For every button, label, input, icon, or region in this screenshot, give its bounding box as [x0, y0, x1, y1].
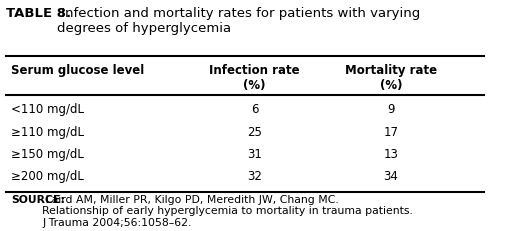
Text: <110 mg/dL: <110 mg/dL	[11, 103, 84, 116]
Text: 6: 6	[250, 103, 258, 116]
Text: 31: 31	[247, 148, 262, 161]
Text: Serum glucose level: Serum glucose level	[11, 64, 144, 77]
Text: 34: 34	[383, 170, 397, 183]
Text: ≥150 mg/dL: ≥150 mg/dL	[11, 148, 84, 161]
Text: Mortality rate
(%): Mortality rate (%)	[344, 64, 436, 92]
Text: Infection and mortality rates for patients with varying
degrees of hyperglycemia: Infection and mortality rates for patien…	[57, 6, 420, 35]
Text: Laird AM, Miller PR, Kilgo PD, Meredith JW, Chang MC.
Relationship of early hype: Laird AM, Miller PR, Kilgo PD, Meredith …	[42, 195, 413, 228]
Text: Infection rate
(%): Infection rate (%)	[209, 64, 299, 92]
Text: TABLE 8.: TABLE 8.	[6, 6, 71, 20]
Text: 17: 17	[383, 126, 398, 139]
Text: SOURCE:: SOURCE:	[11, 195, 65, 205]
Text: ≥110 mg/dL: ≥110 mg/dL	[11, 126, 84, 139]
Text: 9: 9	[386, 103, 394, 116]
Text: ≥200 mg/dL: ≥200 mg/dL	[11, 170, 84, 183]
Text: 25: 25	[247, 126, 262, 139]
Text: 32: 32	[247, 170, 262, 183]
Text: 13: 13	[383, 148, 397, 161]
